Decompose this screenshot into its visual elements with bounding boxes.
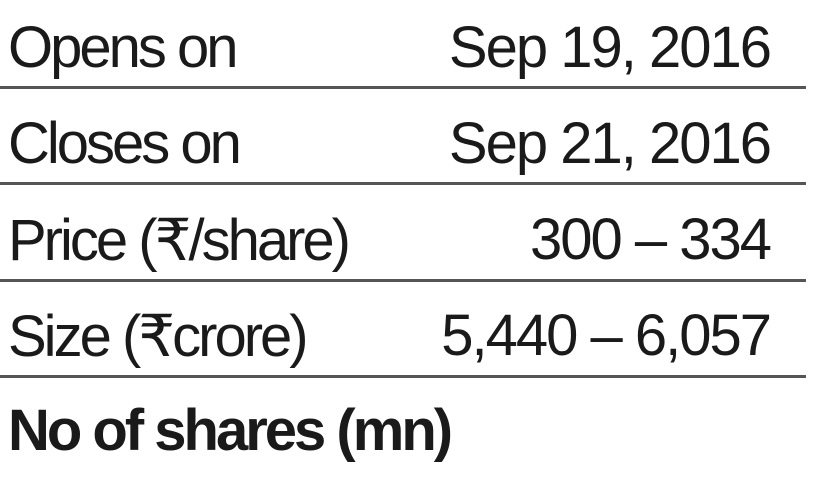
section-heading: No of shares (mn) [8,398,453,463]
row-value: 5,440 – 6,057 [441,303,772,368]
table-row: Closes on Sep 21, 2016 [0,96,806,190]
row-label: Opens on [8,15,239,80]
row-label: Closes on [8,111,242,176]
row-value: 300 – 334 [529,207,772,272]
row-value: Sep 19, 2016 [448,15,772,80]
divider [0,86,806,89]
divider [0,279,806,282]
divider [0,375,806,378]
table-row: Price (₹/share) 300 – 334 [0,192,806,286]
table-row: Size (₹crore) 5,440 – 6,057 [0,288,806,382]
row-value: Sep 21, 2016 [448,111,772,176]
row-label: Price (₹/share) [8,208,351,273]
section-heading-row: No of shares (mn) [0,383,806,477]
divider [0,182,806,185]
row-label: Size (₹crore) [8,304,309,369]
table-row: Opens on Sep 19, 2016 [0,0,806,94]
